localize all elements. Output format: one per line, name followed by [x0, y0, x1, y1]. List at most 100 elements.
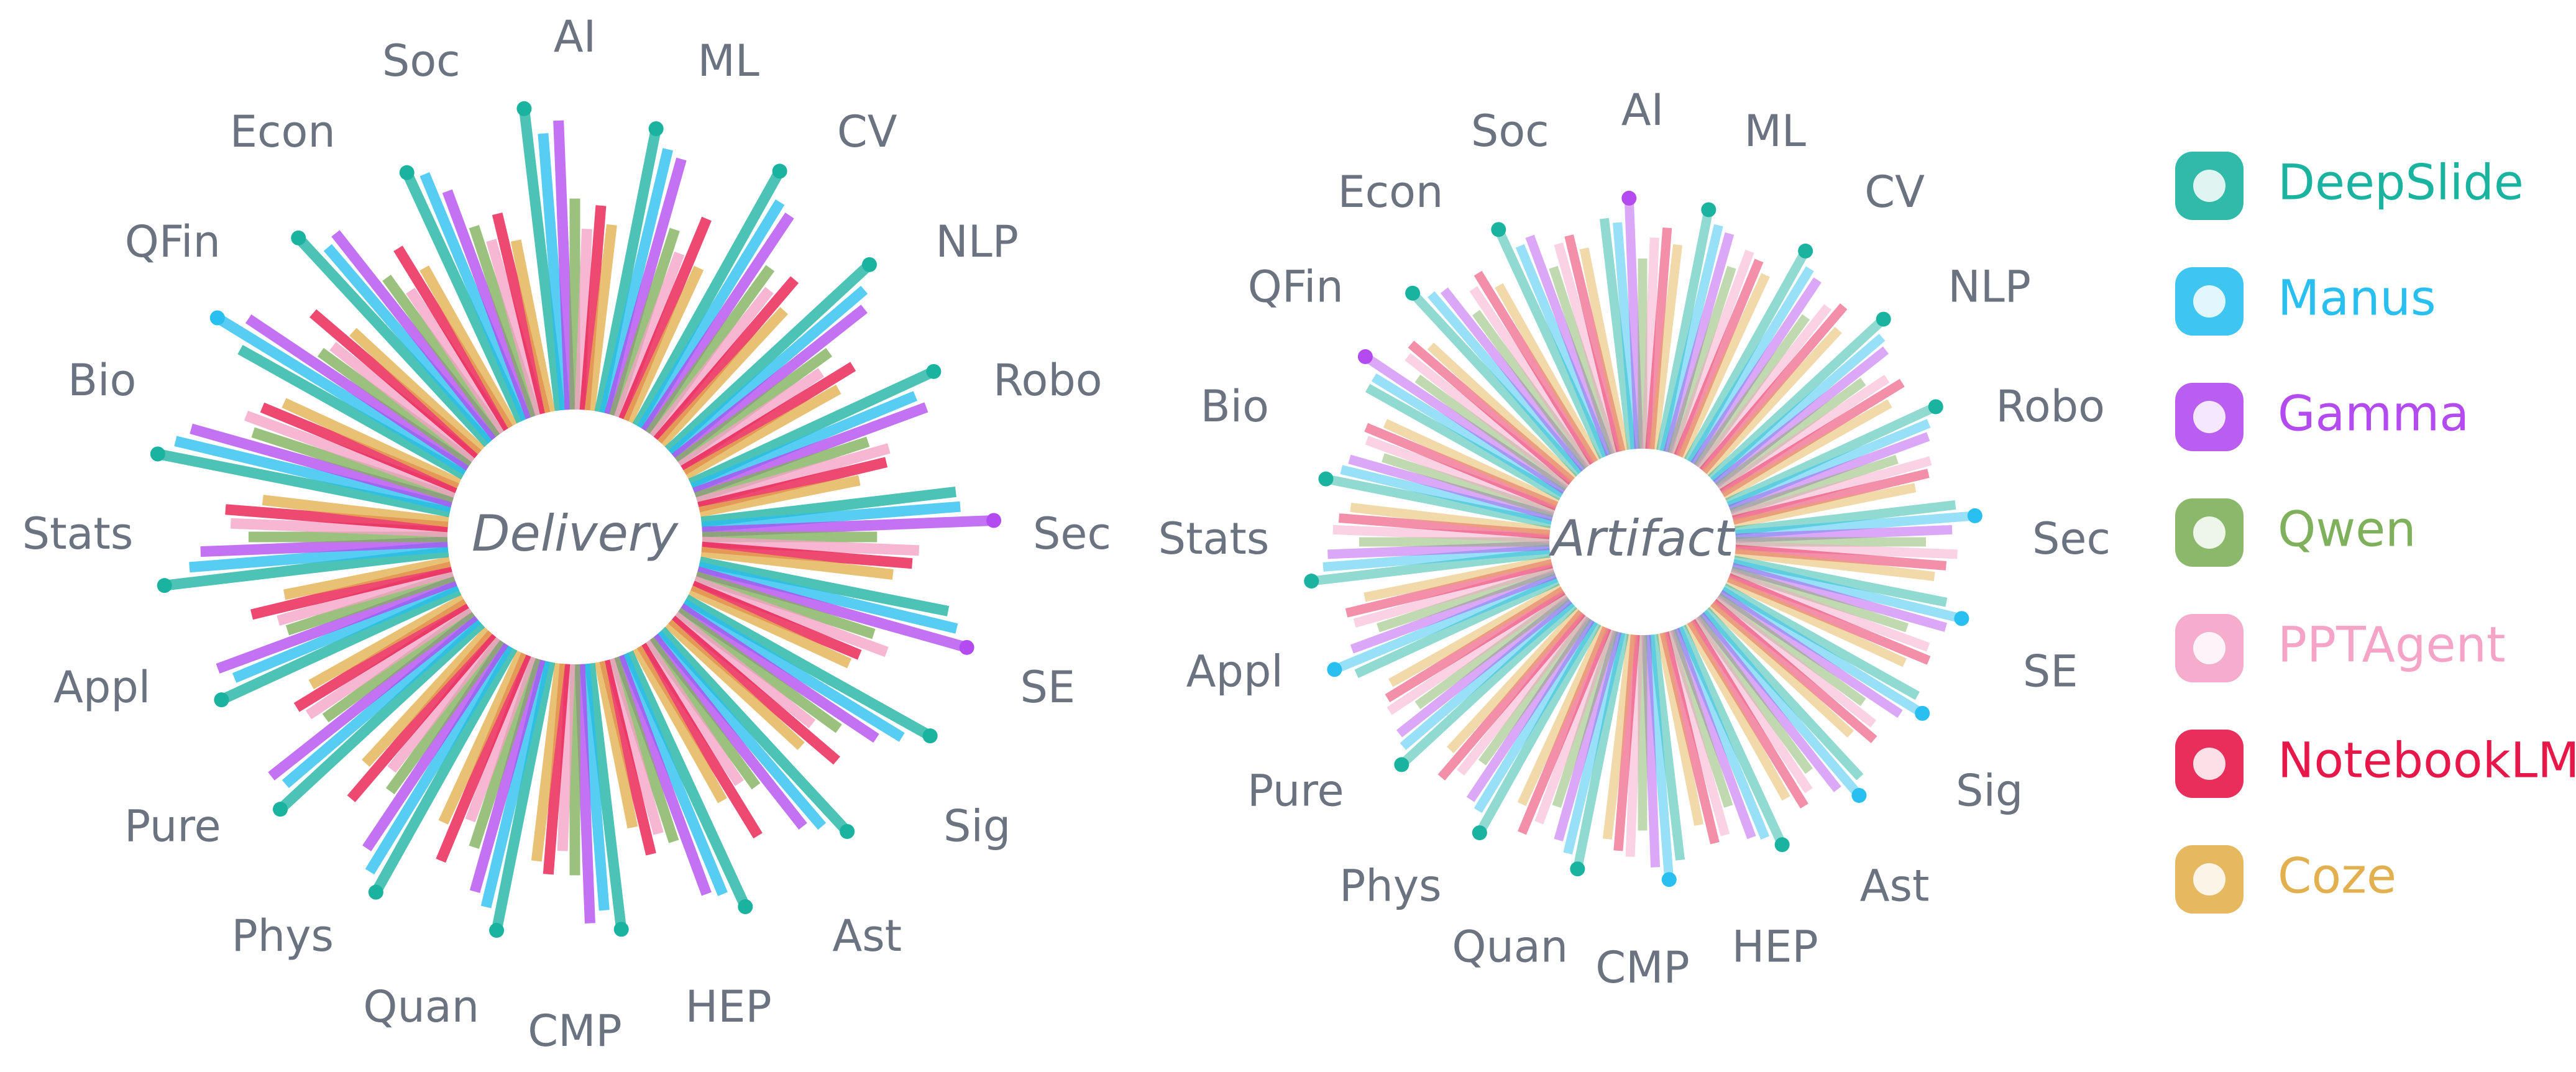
bar	[1735, 548, 1935, 582]
bar	[574, 229, 592, 410]
bar	[609, 227, 680, 418]
max-dot	[738, 899, 753, 915]
max-dot	[986, 513, 1002, 528]
category-label: Pure	[1247, 766, 1344, 817]
bar	[657, 307, 788, 447]
legend-icon-detail	[2193, 748, 2225, 780]
bar	[1624, 200, 1644, 449]
bar	[1377, 566, 1556, 633]
bar	[1350, 502, 1551, 536]
bar	[671, 612, 816, 728]
max-dot	[648, 121, 664, 137]
category-label: Econ	[1337, 167, 1443, 218]
bar	[438, 650, 526, 825]
category-label: Pure	[124, 800, 221, 851]
bar	[649, 286, 774, 441]
bar	[1656, 632, 1703, 827]
bar	[609, 656, 679, 843]
bar	[657, 626, 850, 833]
bar	[225, 504, 449, 533]
bar	[1694, 314, 1810, 470]
bar	[1365, 354, 1568, 494]
bar	[282, 615, 482, 789]
bar	[519, 110, 566, 411]
legend-label: Manus	[2278, 270, 2436, 326]
category-label: HEP	[1732, 921, 1818, 972]
bar	[694, 436, 870, 503]
bar	[1684, 621, 1790, 801]
bar	[480, 659, 551, 909]
bar	[1684, 250, 1808, 463]
max-dot	[489, 923, 505, 938]
bar	[237, 344, 467, 480]
bar	[584, 662, 626, 928]
bar	[1730, 566, 1909, 633]
bar	[1730, 454, 1899, 518]
bar	[1674, 259, 1764, 458]
bar	[282, 398, 462, 488]
bar	[469, 224, 541, 418]
category-label: Soc	[1471, 106, 1549, 157]
bar	[690, 391, 918, 493]
bar	[403, 172, 526, 424]
bar	[538, 133, 571, 411]
bar	[385, 636, 505, 795]
bar	[268, 612, 479, 781]
bar	[599, 148, 674, 415]
bar	[1474, 618, 1598, 813]
bar	[697, 457, 888, 513]
bar	[1696, 612, 1841, 792]
max-dot	[1876, 311, 1891, 327]
bar	[305, 603, 472, 720]
max-dot	[862, 257, 878, 272]
bar	[632, 645, 728, 804]
bar	[1674, 626, 1770, 840]
bar	[683, 594, 931, 740]
bar	[1345, 559, 1553, 618]
bar	[1731, 562, 1948, 632]
category-label: CV	[837, 106, 897, 157]
bar	[1474, 270, 1598, 465]
bar	[1552, 629, 1618, 808]
bar	[700, 487, 956, 528]
category-label: SE	[1020, 662, 1076, 713]
bar	[1613, 222, 1640, 450]
bar	[1350, 569, 1557, 654]
bar	[1525, 234, 1615, 456]
bar	[1563, 631, 1626, 855]
bar	[221, 585, 462, 704]
bar	[277, 566, 454, 626]
bar	[1710, 598, 1877, 743]
bar	[1371, 373, 1566, 498]
bar	[1400, 602, 1577, 767]
max-dot	[1318, 471, 1334, 487]
bar	[1411, 291, 1583, 477]
bar	[1732, 559, 1961, 623]
bar	[701, 501, 961, 533]
category-label: Appl	[53, 662, 150, 713]
bar	[465, 654, 536, 823]
legend-icon-detail	[2193, 632, 2225, 664]
bar	[700, 546, 894, 580]
category-label: Sig	[1956, 766, 2023, 817]
bar	[690, 580, 862, 660]
bar	[1663, 630, 1730, 836]
category-label: Soc	[382, 35, 461, 86]
bar	[1554, 242, 1622, 454]
category-label: Stats	[1158, 513, 1270, 564]
bar	[1735, 525, 1953, 543]
bar	[1414, 374, 1570, 491]
bar	[1335, 573, 1559, 673]
bar	[442, 189, 536, 419]
max-dot	[150, 446, 165, 462]
bar	[692, 575, 889, 657]
bar	[1708, 317, 1885, 482]
bar	[1625, 634, 1644, 857]
bar	[1687, 266, 1814, 465]
bar	[645, 636, 761, 790]
bar	[681, 362, 856, 475]
bar	[1469, 286, 1595, 467]
bar	[1564, 234, 1626, 452]
bar	[1400, 598, 1575, 750]
bar	[1728, 569, 1930, 652]
